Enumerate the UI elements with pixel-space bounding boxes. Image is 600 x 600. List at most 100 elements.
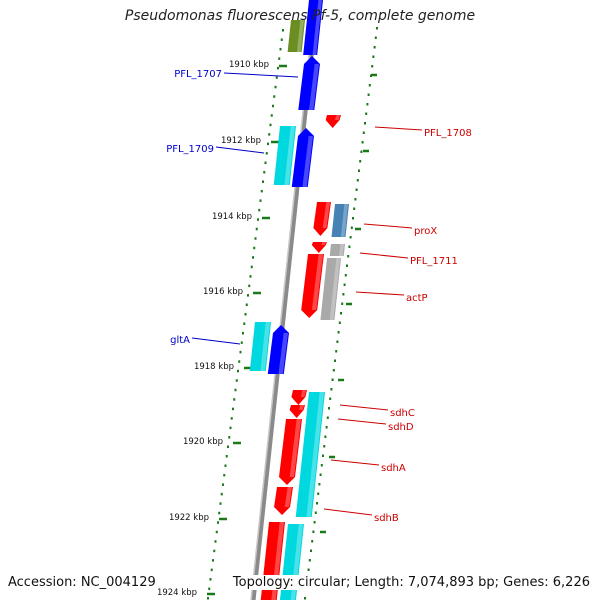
gene-label: PFL_1711 (410, 256, 458, 267)
gene-gltA-cyan (249, 322, 271, 371)
ruler-dot-left (252, 256, 254, 259)
ruler-dot-right (349, 236, 352, 239)
ruler-dot-right (362, 131, 365, 134)
ruler-dot-left (265, 152, 268, 155)
ruler-tick-label: 1922 kbp (169, 513, 209, 523)
ruler-dot-left (243, 322, 246, 325)
ruler-dot-left (217, 521, 219, 524)
ruler-dot-right (304, 597, 306, 600)
ruler-dot-right (364, 122, 366, 125)
ruler-dot-right (368, 84, 371, 87)
gene-steel-block-shade (340, 204, 348, 237)
ruler-dot-right (346, 264, 348, 267)
ruler-dot-left (215, 530, 218, 534)
gene-label: sdhC (390, 408, 415, 419)
ruler-dot-left (229, 426, 232, 430)
gene-actP (301, 254, 324, 318)
gene-sdhB-shade (284, 487, 292, 507)
ruler-dot-left (247, 294, 249, 297)
gene-sdhC (291, 390, 307, 405)
ruler-dot-left (253, 246, 256, 250)
gene-sdhC-body (291, 390, 307, 405)
ruler-dot-right (338, 321, 341, 324)
gene-labels: PFL_1707 PFL_1708 PFL_1709 proX PFL_1711 actP… (166, 69, 472, 524)
ruler-dot-right (354, 198, 357, 201)
ruler-dot-left (248, 284, 251, 288)
ruler-dot-left (242, 331, 244, 335)
ruler-dot-left (259, 199, 262, 202)
ruler-dot-right (322, 454, 324, 457)
ruler-dot-right (344, 274, 347, 277)
gene-cyan-1-shade (284, 126, 295, 185)
gene-actP-body (301, 254, 324, 318)
ruler-dot-left (245, 303, 248, 307)
ruler-dot-left (207, 597, 209, 600)
gene-PFL_1707-body (298, 56, 320, 110)
gene-label: actP (406, 293, 428, 304)
ruler-dot-right (372, 55, 375, 58)
ruler-dot-left (273, 95, 276, 98)
ruler-dot-right (365, 112, 368, 115)
gene-proX-shade (322, 202, 330, 228)
gene-sdhA (279, 419, 302, 485)
ruler-dot-right (376, 27, 378, 30)
gene-PFL_1709-shade (302, 136, 313, 187)
ruler-dot-right (348, 245, 351, 248)
gene-sdhA-shade (289, 419, 301, 477)
ruler-dot-left (224, 464, 227, 467)
ruler-dot-left (254, 237, 257, 240)
ruler-dot-left (227, 445, 229, 449)
ruler-dot-left (208, 587, 211, 591)
ruler-dot-right (361, 141, 364, 144)
ruler-dot-right (347, 255, 350, 258)
gene-sdhB-body (274, 487, 293, 515)
gene-actP-shade (311, 254, 323, 310)
gene-blue-top (303, 0, 323, 55)
ruler-dot-left (235, 379, 238, 382)
ruler-dot-right (314, 511, 317, 514)
gene-PFL_1711-body (311, 242, 327, 253)
gene-PFL_1708-body (325, 115, 341, 128)
ruler-dot-left (260, 189, 263, 193)
ruler-dot-left (269, 123, 272, 127)
ruler-dot-left (274, 85, 277, 89)
ruler-dot-left (238, 360, 241, 363)
gene-leader-line (337, 418, 387, 425)
ruler-dot-right (374, 36, 377, 39)
ruler-dot-right (367, 93, 370, 96)
ruler-dot-left (213, 549, 216, 553)
ruler-dot-left (237, 369, 239, 373)
ruler-dot-left (255, 227, 258, 231)
ruler-dot-right (331, 378, 334, 381)
gene-gray-long-shade (329, 258, 340, 320)
figure-title: Pseudomonas fluorescens Pf-5, complete g… (124, 8, 476, 24)
gene-sdhD-shade (298, 405, 304, 410)
ruler-dot-left (210, 568, 213, 572)
gene-gltA-cyan-shade (260, 322, 270, 371)
gene-gltA-cyan-body (249, 322, 271, 371)
ruler-tick-label: 1910 kbp (229, 60, 269, 70)
ruler-dot-right (313, 521, 316, 524)
ruler-dot-left (262, 180, 264, 183)
gene-label: PFL_1709 (166, 144, 214, 155)
gene-leader-line (323, 508, 373, 516)
gene-gltA-body (267, 325, 289, 374)
ruler-dot-left (232, 407, 234, 411)
ruler-dot-left (214, 540, 217, 543)
ruler-dot-left (239, 350, 242, 354)
ruler-dot-right (326, 416, 329, 419)
ruler-dot-right (308, 559, 311, 562)
gene-sdhD-body (289, 405, 305, 418)
ruler-dot-left (228, 436, 231, 439)
gene-leader-line (223, 72, 299, 78)
ruler-dot-left (250, 265, 253, 269)
ruler-dot-left (209, 578, 212, 581)
gene-gltA (267, 325, 289, 374)
gene-PFL_1709 (291, 128, 314, 187)
gene-sdhD (289, 405, 305, 418)
gene-olive-block (287, 20, 305, 52)
gene-leader-line (363, 223, 413, 229)
ruler-dot-right (366, 103, 369, 106)
